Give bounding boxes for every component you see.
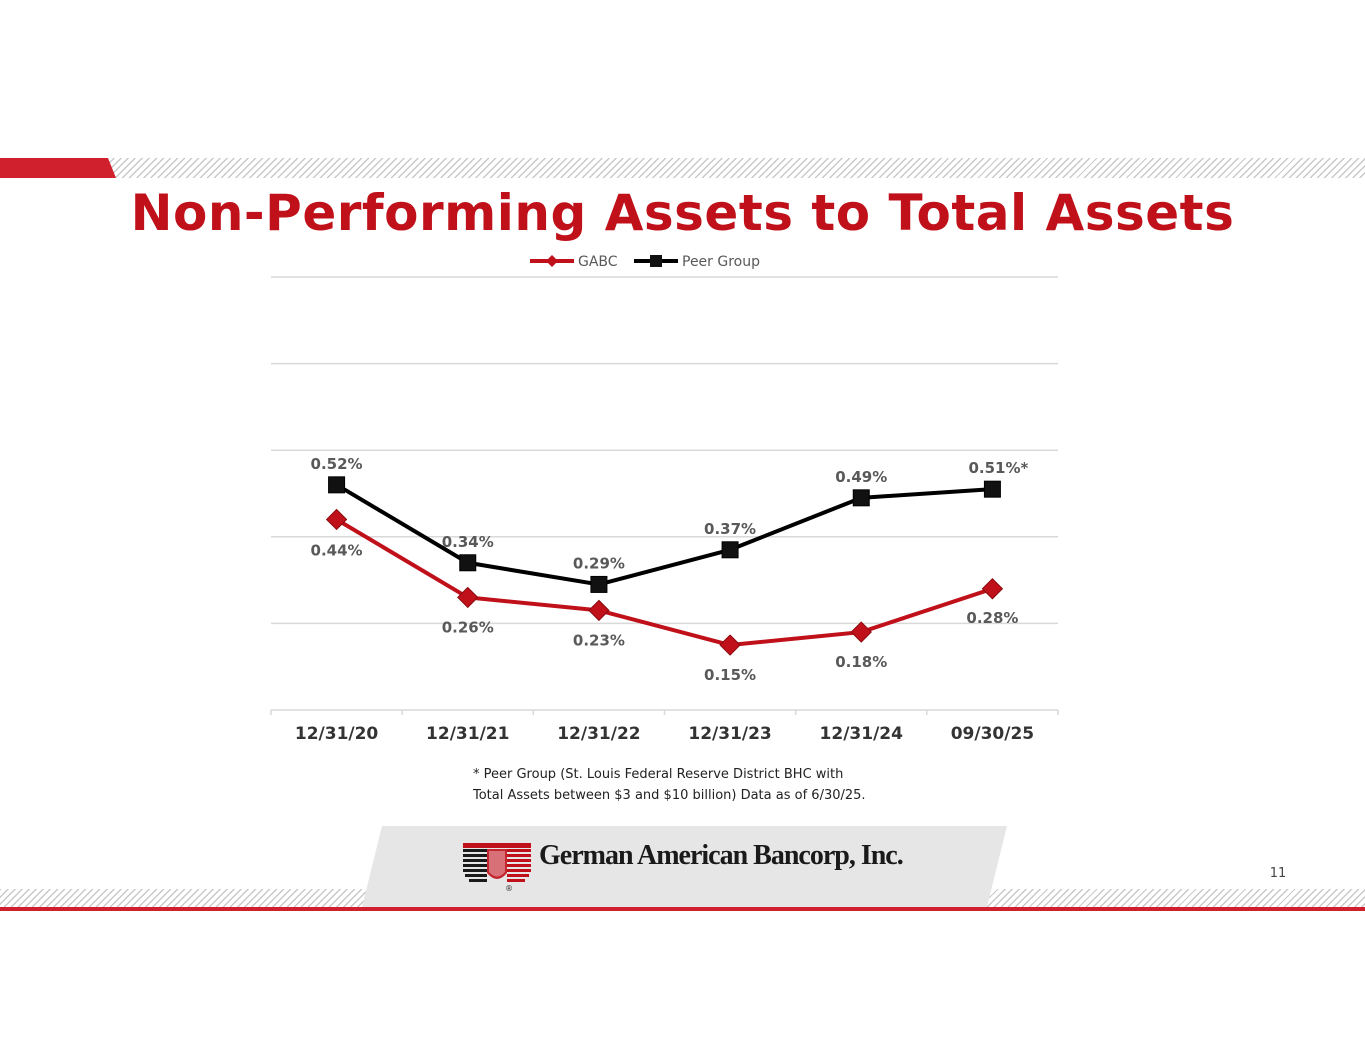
slide-title: Non-Performing Assets to Total Assets (130, 184, 1235, 242)
gabc-line (335, 517, 994, 648)
top-hatched-band (0, 158, 1365, 178)
gabc-point (850, 621, 872, 643)
legend-gabc-label: GABC (578, 254, 618, 270)
gabc-data-label: 0.44% (311, 541, 363, 559)
company-name: German American Bancorp, Inc. (539, 840, 904, 871)
peer-group-point (852, 489, 870, 507)
top-red-accent (0, 158, 116, 178)
series-peer-group: 0.52% 0.34% 0.29% 0.37% 0.49% 0.51%* (311, 455, 1029, 593)
footnote: * Peer Group (St. Louis Federal Reserve … (473, 764, 933, 806)
chart-svg: 12/31/20 12/31/21 12/31/22 12/31/23 12/31/24… (270, 254, 1059, 744)
gabc-point (719, 634, 741, 656)
x-tick-label: 12/31/20 (295, 724, 379, 744)
peer-group-point (590, 575, 608, 593)
legend-peer-group-marker (650, 255, 662, 267)
gabc-point (981, 578, 1004, 600)
company-logo-icon: ® (463, 843, 531, 893)
peer-group-data-label: 0.49% (835, 468, 887, 486)
legend: GABC Peer Group (530, 254, 760, 270)
peer-group-data-label: 0.34% (442, 533, 494, 551)
page-number: 11 (1269, 866, 1287, 881)
peer-group-point (328, 476, 346, 494)
gabc-data-label: 0.23% (573, 631, 625, 649)
gabc-data-label: 0.18% (835, 653, 887, 671)
x-tick-label: 12/31/23 (688, 724, 771, 744)
peer-group-data-label: 0.37% (704, 520, 756, 538)
peer-group-point (983, 480, 1001, 498)
x-tick-label: 12/31/21 (426, 724, 509, 744)
peer-group-point (721, 541, 739, 559)
peer-group-data-label: 0.52% (311, 455, 363, 473)
x-tick-label: 12/31/22 (557, 724, 640, 744)
peer-group-data-label: 0.29% (573, 554, 625, 572)
legend-gabc-marker (546, 255, 558, 267)
footnote-line-2: Total Assets between $3 and $10 billion)… (473, 788, 866, 803)
gabc-point (457, 586, 479, 609)
gabc-data-label: 0.26% (442, 618, 494, 636)
gabc-point (588, 599, 610, 622)
footnote-line-1: * Peer Group (St. Louis Federal Reserve … (473, 767, 844, 782)
gabc-data-label: 0.15% (704, 666, 756, 684)
gridlines (271, 276, 1058, 625)
gabc-point (325, 508, 348, 531)
gabc-data-label: 0.28% (966, 609, 1018, 627)
legend-peer-group-label: Peer Group (682, 254, 760, 270)
peer-group-point (459, 554, 477, 572)
npa-line-chart: 12/31/20 12/31/21 12/31/22 12/31/23 12/31/24… (250, 246, 1080, 756)
bottom-red-line (0, 907, 1365, 911)
logo-registered-mark: ® (505, 884, 513, 893)
x-tick-label: 09/30/25 (951, 724, 1034, 744)
series-gabc: 0.44% 0.26% 0.23% 0.15% 0.18% 0.28% (311, 508, 1018, 684)
peer-group-line (335, 483, 993, 587)
peer-group-data-label: 0.51%* (968, 459, 1028, 477)
x-tick-label: 12/31/24 (820, 724, 904, 744)
